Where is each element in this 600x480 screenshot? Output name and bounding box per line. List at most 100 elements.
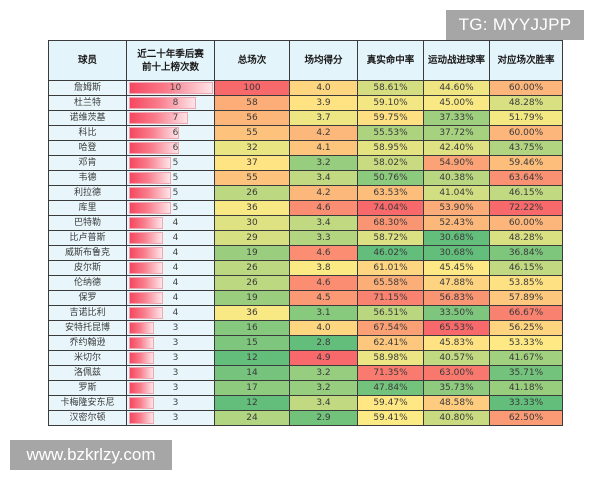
true-shooting-cell: 59.41% <box>357 410 424 426</box>
table-row: 诺维茨基 7 56 3.7 59.75% 37.33% 51.79% <box>48 110 563 126</box>
appearances-value: 5 <box>172 188 179 198</box>
player-name-cell: 库里 <box>48 200 127 216</box>
appearances-bar <box>129 217 163 229</box>
win-rate-cell: 36.84% <box>489 245 563 261</box>
field-goal-cell: 56.83% <box>423 290 490 306</box>
ppg-cell: 3.2 <box>289 380 358 396</box>
total-games-cell: 24 <box>214 410 290 426</box>
player-name-cell: 邓肯 <box>48 155 127 171</box>
player-name-cell: 洛佩兹 <box>48 365 127 381</box>
field-goal-cell: 37.72% <box>423 125 490 141</box>
appearances-value: 3 <box>172 368 179 378</box>
player-name-cell: 罗斯 <box>48 380 127 396</box>
appearances-value: 4 <box>172 263 179 273</box>
total-games-cell: 15 <box>214 335 290 351</box>
appearances-value: 3 <box>172 413 179 423</box>
appearances-value: 6 <box>172 128 179 138</box>
header-field-goal: 运动战进球率 <box>423 40 490 81</box>
table-row: 乔约翰逊 3 15 2.8 62.41% 45.83% 53.33% <box>48 335 563 351</box>
field-goal-cell: 41.04% <box>423 185 490 201</box>
total-games-cell: 58 <box>214 95 290 111</box>
appearances-cell: 5 <box>126 200 215 216</box>
player-name-cell: 科比 <box>48 125 127 141</box>
win-rate-cell: 46.15% <box>489 185 563 201</box>
appearances-bar <box>129 277 163 289</box>
table-row: 邓肯 5 37 3.2 58.02% 54.90% 59.46% <box>48 155 563 171</box>
appearances-value: 6 <box>172 143 179 153</box>
true-shooting-cell: 62.41% <box>357 335 424 351</box>
total-games-cell: 36 <box>214 305 290 321</box>
appearances-cell: 4 <box>126 275 215 291</box>
true-shooting-cell: 59.47% <box>357 395 424 411</box>
player-name-cell: 伦纳德 <box>48 275 127 291</box>
total-games-cell: 29 <box>214 230 290 246</box>
player-name-cell: 安特托昆博 <box>48 320 127 336</box>
appearances-value: 5 <box>172 173 179 183</box>
ppg-cell: 3.4 <box>289 395 358 411</box>
true-shooting-cell: 68.30% <box>357 215 424 231</box>
appearances-value: 3 <box>172 323 179 333</box>
appearances-bar <box>129 112 188 124</box>
appearances-value: 3 <box>172 398 179 408</box>
total-games-cell: 30 <box>214 215 290 231</box>
total-games-cell: 55 <box>214 125 290 141</box>
win-rate-cell: 59.46% <box>489 155 563 171</box>
ppg-cell: 3.4 <box>289 170 358 186</box>
win-rate-cell: 63.64% <box>489 170 563 186</box>
ppg-cell: 4.2 <box>289 185 358 201</box>
appearances-value: 4 <box>172 293 179 303</box>
field-goal-cell: 40.57% <box>423 350 490 366</box>
player-name-cell: 詹姆斯 <box>48 80 127 96</box>
player-name-cell: 卡梅隆安东尼 <box>48 395 127 411</box>
true-shooting-cell: 67.54% <box>357 320 424 336</box>
true-shooting-cell: 58.02% <box>357 155 424 171</box>
appearances-bar <box>129 202 171 214</box>
header-appearances: 近二十年季后赛 前十上榜次数 <box>126 40 215 81</box>
field-goal-cell: 65.53% <box>423 320 490 336</box>
header-appearances-line1: 近二十年季后赛 <box>137 48 204 60</box>
appearances-bar <box>129 352 154 364</box>
table-row: 卡梅隆安东尼 3 12 3.4 59.47% 48.58% 33.33% <box>48 395 563 411</box>
appearances-cell: 3 <box>126 395 215 411</box>
ppg-cell: 4.2 <box>289 125 358 141</box>
appearances-cell: 6 <box>126 140 215 156</box>
total-games-cell: 55 <box>214 170 290 186</box>
table-row: 米切尔 3 12 4.9 58.98% 40.57% 41.67% <box>48 350 563 366</box>
field-goal-cell: 45.45% <box>423 260 490 276</box>
player-name-cell: 杜兰特 <box>48 95 127 111</box>
player-name-cell: 吉诺比利 <box>48 305 127 321</box>
appearances-bar <box>129 367 154 379</box>
table-row: 利拉德 5 26 4.2 63.53% 41.04% 46.15% <box>48 185 563 201</box>
ppg-cell: 2.8 <box>289 335 358 351</box>
table-row: 巴特勒 4 30 3.4 68.30% 52.43% 60.00% <box>48 215 563 231</box>
true-shooting-cell: 56.51% <box>357 305 424 321</box>
appearances-bar <box>129 337 154 349</box>
table-row: 吉诺比利 4 36 3.1 56.51% 33.50% 66.67% <box>48 305 563 321</box>
ppg-cell: 3.2 <box>289 365 358 381</box>
true-shooting-cell: 59.10% <box>357 95 424 111</box>
table-row: 皮尔斯 4 26 3.8 61.01% 45.45% 46.15% <box>48 260 563 276</box>
true-shooting-cell: 71.15% <box>357 290 424 306</box>
appearances-bar <box>129 412 154 424</box>
player-name-cell: 韦德 <box>48 170 127 186</box>
field-goal-cell: 53.90% <box>423 200 490 216</box>
appearances-value: 8 <box>172 98 179 108</box>
player-name-cell: 米切尔 <box>48 350 127 366</box>
field-goal-cell: 45.00% <box>423 95 490 111</box>
total-games-cell: 16 <box>214 320 290 336</box>
win-rate-cell: 57.89% <box>489 290 563 306</box>
table-row: 韦德 5 55 3.4 50.76% 40.38% 63.64% <box>48 170 563 186</box>
win-rate-cell: 33.33% <box>489 395 563 411</box>
field-goal-cell: 37.33% <box>423 110 490 126</box>
appearances-value: 4 <box>172 308 179 318</box>
total-games-cell: 12 <box>214 350 290 366</box>
ppg-cell: 2.9 <box>289 410 358 426</box>
win-rate-cell: 41.18% <box>489 380 563 396</box>
table-row: 罗斯 3 17 3.2 47.84% 35.73% 41.18% <box>48 380 563 396</box>
win-rate-cell: 72.22% <box>489 200 563 216</box>
table-row: 威斯布鲁克 4 19 4.6 46.02% 30.68% 36.84% <box>48 245 563 261</box>
table-row: 库里 5 36 4.6 74.04% 53.90% 72.22% <box>48 200 563 216</box>
win-rate-cell: 53.85% <box>489 275 563 291</box>
appearances-cell: 6 <box>126 125 215 141</box>
win-rate-cell: 56.25% <box>489 320 563 336</box>
